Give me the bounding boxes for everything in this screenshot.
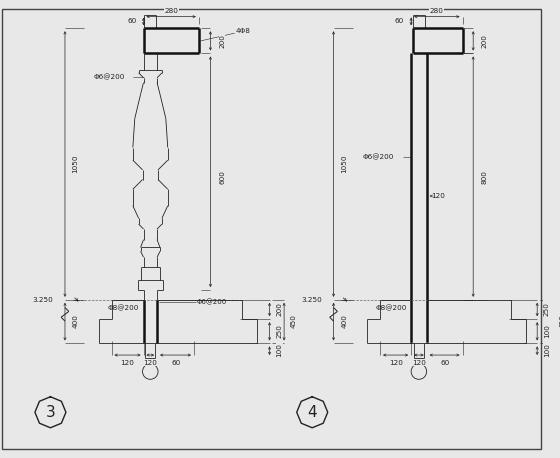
Text: 120: 120 bbox=[431, 193, 445, 199]
Text: 250: 250 bbox=[276, 324, 282, 338]
Text: 250: 250 bbox=[544, 303, 550, 316]
Text: 100: 100 bbox=[544, 343, 550, 357]
Text: 120: 120 bbox=[412, 360, 426, 366]
Text: 3: 3 bbox=[45, 405, 55, 420]
Text: 4: 4 bbox=[307, 405, 317, 420]
Text: 200: 200 bbox=[482, 34, 488, 48]
Text: 60: 60 bbox=[441, 360, 450, 366]
Text: 100: 100 bbox=[544, 324, 550, 338]
Text: Φ6@200: Φ6@200 bbox=[362, 154, 394, 160]
Text: Φ6@200: Φ6@200 bbox=[94, 74, 125, 80]
Text: 400: 400 bbox=[341, 314, 347, 328]
Text: 200: 200 bbox=[276, 303, 282, 316]
Text: 1050: 1050 bbox=[341, 155, 347, 173]
Text: 450: 450 bbox=[559, 314, 560, 328]
Text: 120: 120 bbox=[143, 360, 157, 366]
Text: Φ8@200: Φ8@200 bbox=[108, 304, 139, 311]
Text: 120: 120 bbox=[120, 360, 134, 366]
Text: 3.250: 3.250 bbox=[32, 297, 53, 303]
Text: 280: 280 bbox=[165, 8, 179, 14]
Text: 4Φ8: 4Φ8 bbox=[236, 28, 250, 34]
Text: 60: 60 bbox=[127, 18, 137, 24]
Text: 3.250: 3.250 bbox=[301, 297, 322, 303]
Text: 60: 60 bbox=[172, 360, 181, 366]
Text: Φ8@200: Φ8@200 bbox=[376, 304, 408, 311]
Text: 100: 100 bbox=[276, 343, 282, 357]
Text: 400: 400 bbox=[73, 314, 78, 328]
Text: 450: 450 bbox=[291, 314, 297, 328]
Text: 280: 280 bbox=[430, 8, 444, 14]
Text: 200: 200 bbox=[219, 34, 225, 48]
Text: 60: 60 bbox=[395, 18, 404, 24]
Text: Φ6@200: Φ6@200 bbox=[197, 299, 227, 305]
Text: 1050: 1050 bbox=[73, 155, 78, 173]
Text: 600: 600 bbox=[219, 170, 225, 184]
Text: 120: 120 bbox=[389, 360, 403, 366]
Text: 800: 800 bbox=[482, 170, 488, 184]
